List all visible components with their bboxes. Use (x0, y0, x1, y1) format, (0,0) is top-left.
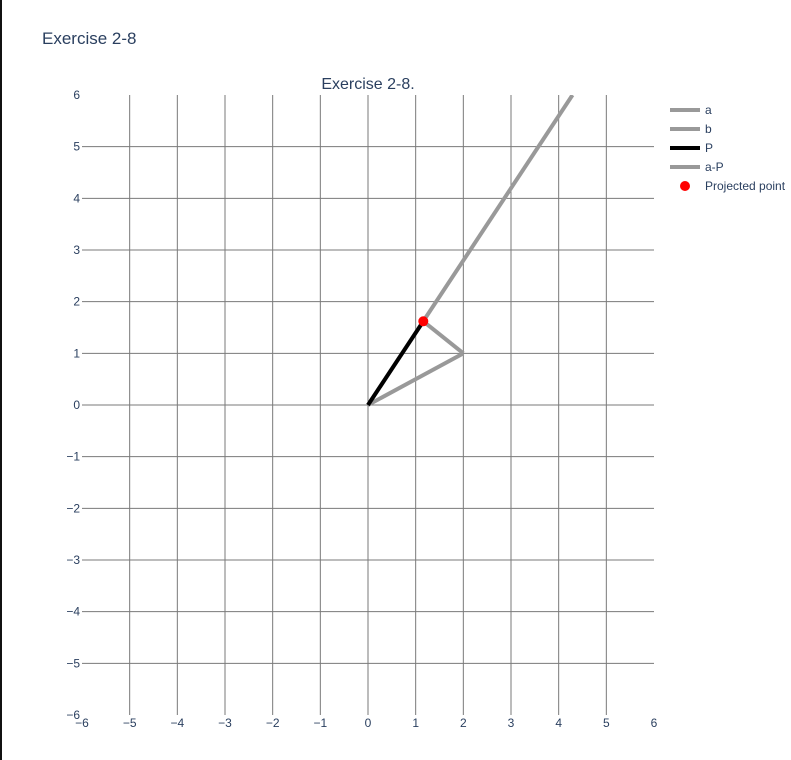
x-tick-label: 3 (508, 716, 515, 730)
y-tick-label: −4 (66, 605, 80, 619)
y-tick-label: −1 (66, 450, 80, 464)
legend-label-b: b (705, 122, 712, 136)
window-left-edge (0, 0, 2, 760)
series-line-b (367, 351, 465, 407)
y-tick-label: 4 (73, 191, 80, 205)
x-tick-label: 4 (555, 716, 562, 730)
y-tick-label: 1 (73, 346, 80, 360)
x-tick-label: 1 (412, 716, 419, 730)
y-tick-label: 2 (73, 295, 80, 309)
x-tick-label: −1 (313, 716, 327, 730)
x-tick-label: −3 (218, 716, 232, 730)
grid (82, 95, 654, 715)
x-tick-label: −4 (170, 716, 184, 730)
legend-label-a: a (705, 103, 712, 117)
x-tick-label: 5 (603, 716, 610, 730)
y-tick-label: −5 (66, 656, 80, 670)
y-tick-label: 5 (73, 140, 80, 154)
x-tick-label: −6 (75, 716, 89, 730)
x-tick-label: 6 (651, 716, 658, 730)
series-line-p (366, 320, 425, 407)
legend-label-a-p: a-P (705, 160, 724, 174)
legend-label-projected-point: Projected point (705, 179, 786, 193)
chart-title: Exercise 2-8. (321, 76, 414, 93)
x-tick-label: −2 (266, 716, 280, 730)
x-tick-label: 2 (460, 716, 467, 730)
legend-label-p: P (705, 141, 713, 155)
page-heading: Exercise 2-8 (42, 29, 137, 48)
series-line-a-p (422, 319, 465, 355)
series-point-projected-point (418, 316, 429, 327)
traces (366, 95, 575, 407)
y-tick-label: 0 (73, 398, 80, 412)
y-tick-label: −3 (66, 553, 80, 567)
legend-swatch-projected-point (680, 181, 690, 191)
y-tick-label: −6 (66, 708, 80, 722)
y-tick-label: 6 (73, 88, 80, 102)
y-tick-label: −2 (66, 501, 80, 515)
y-tick-label: 3 (73, 243, 80, 257)
x-tick-label: −5 (123, 716, 137, 730)
tick-labels: −6 −5 −4 −3 −2 −1 0 1 2 3 4 5 6 −6 −5 −4 −3 −2 −1 0 1 2 3 4 5 6 (66, 88, 657, 730)
x-tick-label: 0 (365, 716, 372, 730)
